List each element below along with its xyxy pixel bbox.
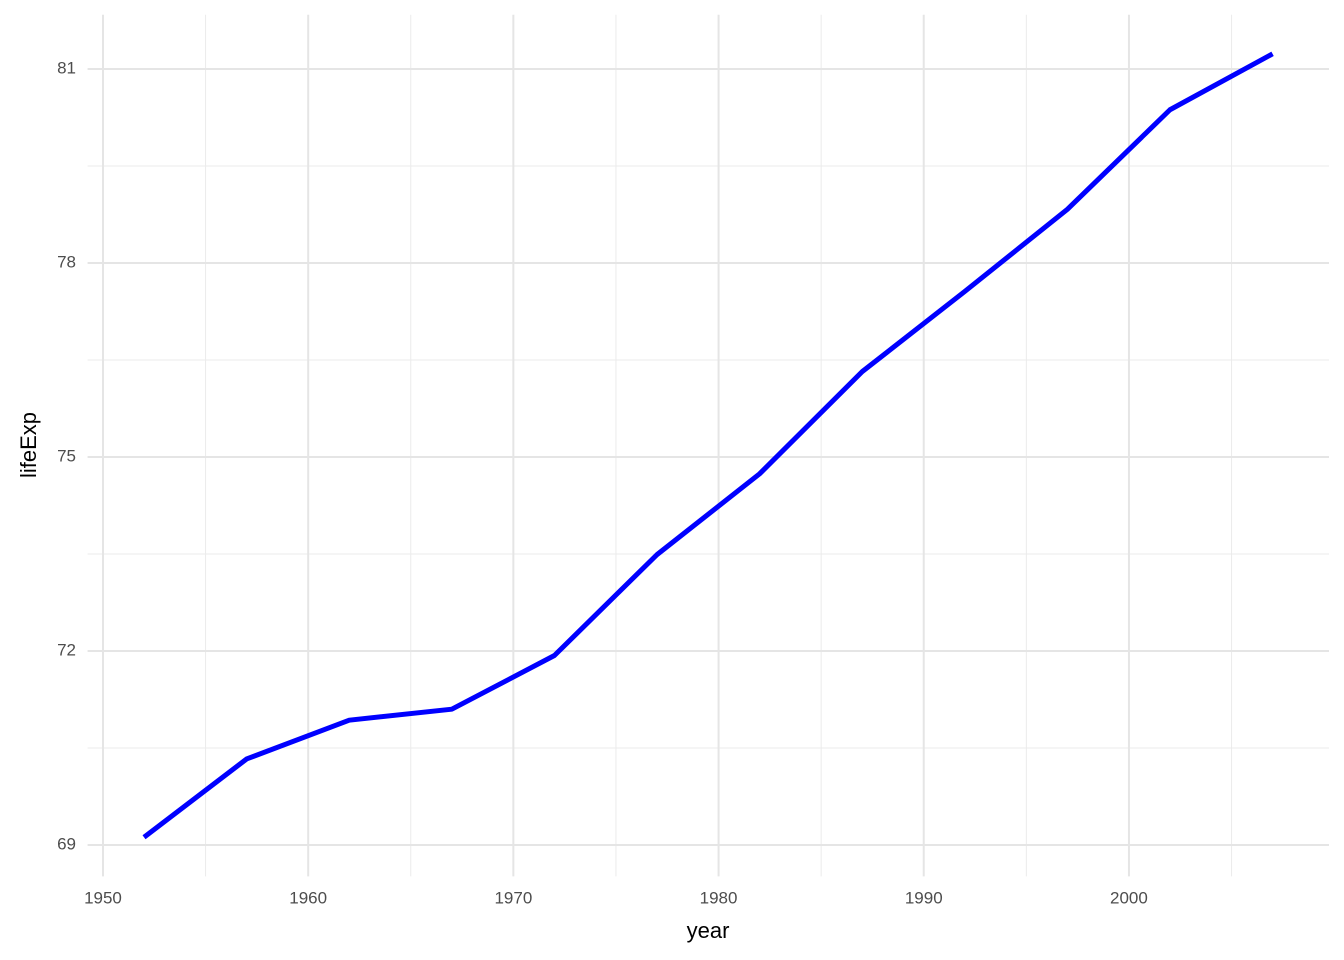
x-axis-title: year	[687, 918, 730, 943]
x-tick-label: 2000	[1110, 888, 1148, 907]
x-tick-label: 1970	[494, 888, 532, 907]
y-tick-label: 81	[57, 59, 76, 78]
x-tick-label: 1990	[905, 888, 943, 907]
y-axis-title: lifeExp	[16, 412, 41, 478]
y-tick-label: 75	[57, 446, 76, 465]
y-tick-label: 69	[57, 834, 76, 853]
y-tick-label: 72	[57, 640, 76, 659]
line	[142, 51, 1274, 840]
y-tick-label: 78	[57, 252, 76, 271]
x-tick-label: 1980	[700, 888, 738, 907]
x-tick-label: 1960	[289, 888, 327, 907]
x-tick-label: 1950	[84, 888, 122, 907]
